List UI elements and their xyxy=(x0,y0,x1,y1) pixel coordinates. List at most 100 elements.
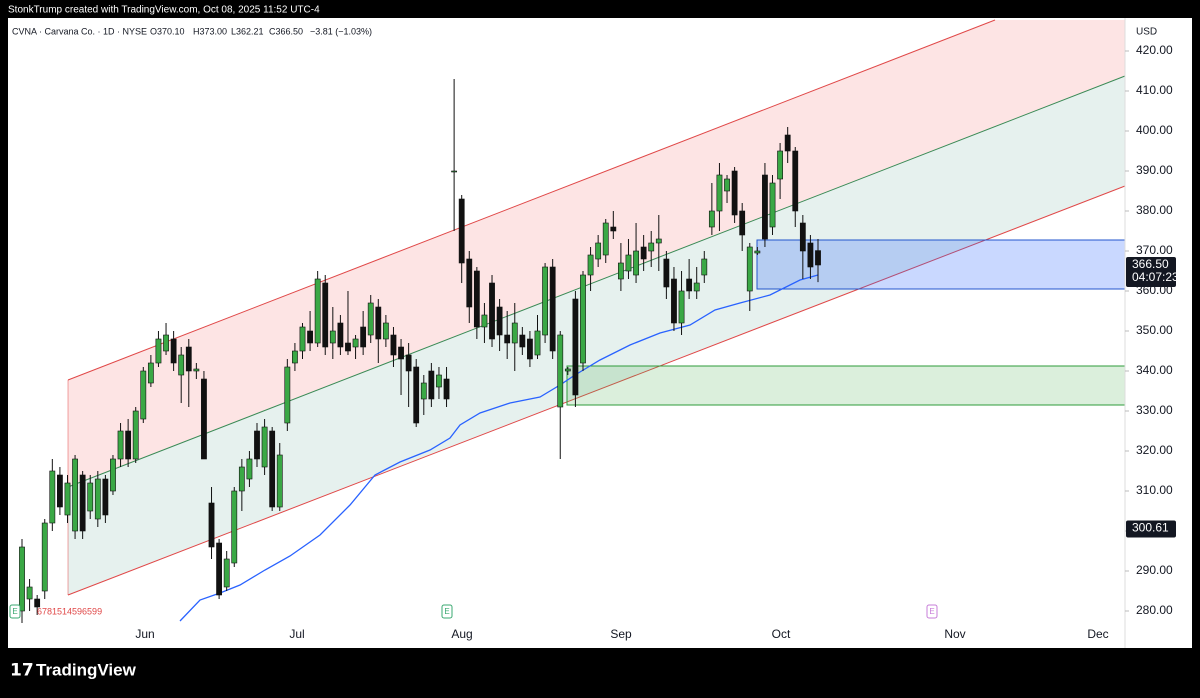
demand-zone xyxy=(566,365,1126,406)
candle-body xyxy=(178,354,185,376)
candle-body xyxy=(132,410,139,460)
y-tick-label: 280.00 xyxy=(1136,603,1173,617)
y-tick-label: 390.00 xyxy=(1136,163,1173,177)
candle-body xyxy=(693,282,700,292)
candle-body xyxy=(792,150,799,212)
price-label: 300.61 xyxy=(1132,521,1169,535)
candle-body xyxy=(41,522,48,592)
candle-body xyxy=(19,546,25,612)
y-tick-label: 410.00 xyxy=(1136,83,1173,97)
candle-body xyxy=(49,470,56,524)
candle-body xyxy=(678,290,685,324)
brand-logo: 𝟭𝟳 xyxy=(10,660,34,679)
candle-body xyxy=(572,298,579,396)
candle-body xyxy=(57,474,63,508)
candle-body xyxy=(208,502,215,548)
candle-body xyxy=(633,250,639,276)
candle-body xyxy=(147,362,154,384)
candle-body xyxy=(436,374,442,388)
candle-body xyxy=(466,258,473,308)
event-marker xyxy=(9,604,21,619)
event-marker-label: E xyxy=(929,607,934,616)
candle-body xyxy=(117,430,124,460)
brand: TradingView xyxy=(36,660,137,679)
candle-body xyxy=(754,250,761,254)
candle-body xyxy=(602,222,609,256)
y-tick-label: 290.00 xyxy=(1136,563,1173,577)
x-tick-label: Oct xyxy=(772,627,791,641)
candle-body xyxy=(405,354,412,372)
candle-body xyxy=(655,238,662,244)
candle-body xyxy=(269,430,276,508)
channel-middle xyxy=(67,75,1126,488)
candle-body xyxy=(534,330,541,356)
candle-body xyxy=(648,242,655,252)
candle-body xyxy=(610,226,617,232)
y-tick-label: 350.00 xyxy=(1136,323,1173,337)
candle-body xyxy=(807,242,814,268)
candle-body xyxy=(382,322,389,340)
y-tick-label: 400.00 xyxy=(1136,123,1173,137)
candle-body xyxy=(276,454,283,508)
candle-body xyxy=(549,266,556,352)
candle-body xyxy=(557,334,564,408)
candle-body xyxy=(815,250,821,266)
candle-body xyxy=(769,182,776,228)
candle-body xyxy=(564,368,571,372)
candle-body xyxy=(451,170,458,173)
candle-body xyxy=(443,378,450,400)
candle-body xyxy=(352,338,359,348)
change-label: −3.81 (−1.03%) xyxy=(310,26,372,36)
note: 6781514596599 xyxy=(37,606,102,616)
candle-body xyxy=(329,330,336,344)
candle-body xyxy=(246,458,253,480)
candle-body xyxy=(110,458,116,492)
candle-body xyxy=(420,382,427,400)
candle-body xyxy=(102,478,109,516)
x-tick-label: Dec xyxy=(1087,627,1108,641)
event-marker xyxy=(441,604,453,619)
candle-body xyxy=(367,302,374,336)
candle-body xyxy=(185,346,192,372)
candle-body xyxy=(724,178,730,192)
candle-body xyxy=(360,326,367,348)
candle-body xyxy=(413,366,420,424)
candle-body xyxy=(193,368,200,372)
candle-body xyxy=(238,466,245,492)
candle-body xyxy=(625,254,632,272)
low-label: L362.21 xyxy=(231,26,264,36)
candle-body xyxy=(314,278,321,344)
candle-body xyxy=(473,270,480,328)
candle-body xyxy=(254,430,260,460)
candle-body xyxy=(511,322,518,344)
candle-body xyxy=(489,282,495,340)
high-label: H373.00 xyxy=(193,26,227,36)
candle-body xyxy=(481,314,488,328)
candle-body xyxy=(163,334,169,352)
symbol-title: CVNA · Carvana Co. · 1D · NYSE xyxy=(12,26,147,36)
candle-body xyxy=(527,338,533,360)
candle-body xyxy=(34,598,41,608)
x-tick-label: Aug xyxy=(451,627,472,641)
countdown: 04:07:23 xyxy=(1132,270,1179,284)
candle-body xyxy=(26,586,33,600)
y-tick-label: 340.00 xyxy=(1136,363,1173,377)
candle-body xyxy=(337,322,344,348)
candle-body xyxy=(458,198,465,264)
candle-body xyxy=(216,542,223,596)
candle-body xyxy=(686,278,693,292)
price-label-box xyxy=(1126,257,1176,287)
event-marker-label: E xyxy=(12,607,17,616)
candle-body xyxy=(762,174,768,240)
candle-body xyxy=(231,490,238,564)
candle-body xyxy=(716,174,723,212)
candle-body xyxy=(398,346,404,360)
candle-body xyxy=(663,258,670,288)
x-tick-label: Sep xyxy=(610,627,632,641)
close-label: C366.50 xyxy=(269,26,303,36)
candle-body xyxy=(542,266,548,336)
channel-lower xyxy=(67,185,1126,596)
candle-body xyxy=(708,210,715,228)
candle-body xyxy=(299,326,306,352)
